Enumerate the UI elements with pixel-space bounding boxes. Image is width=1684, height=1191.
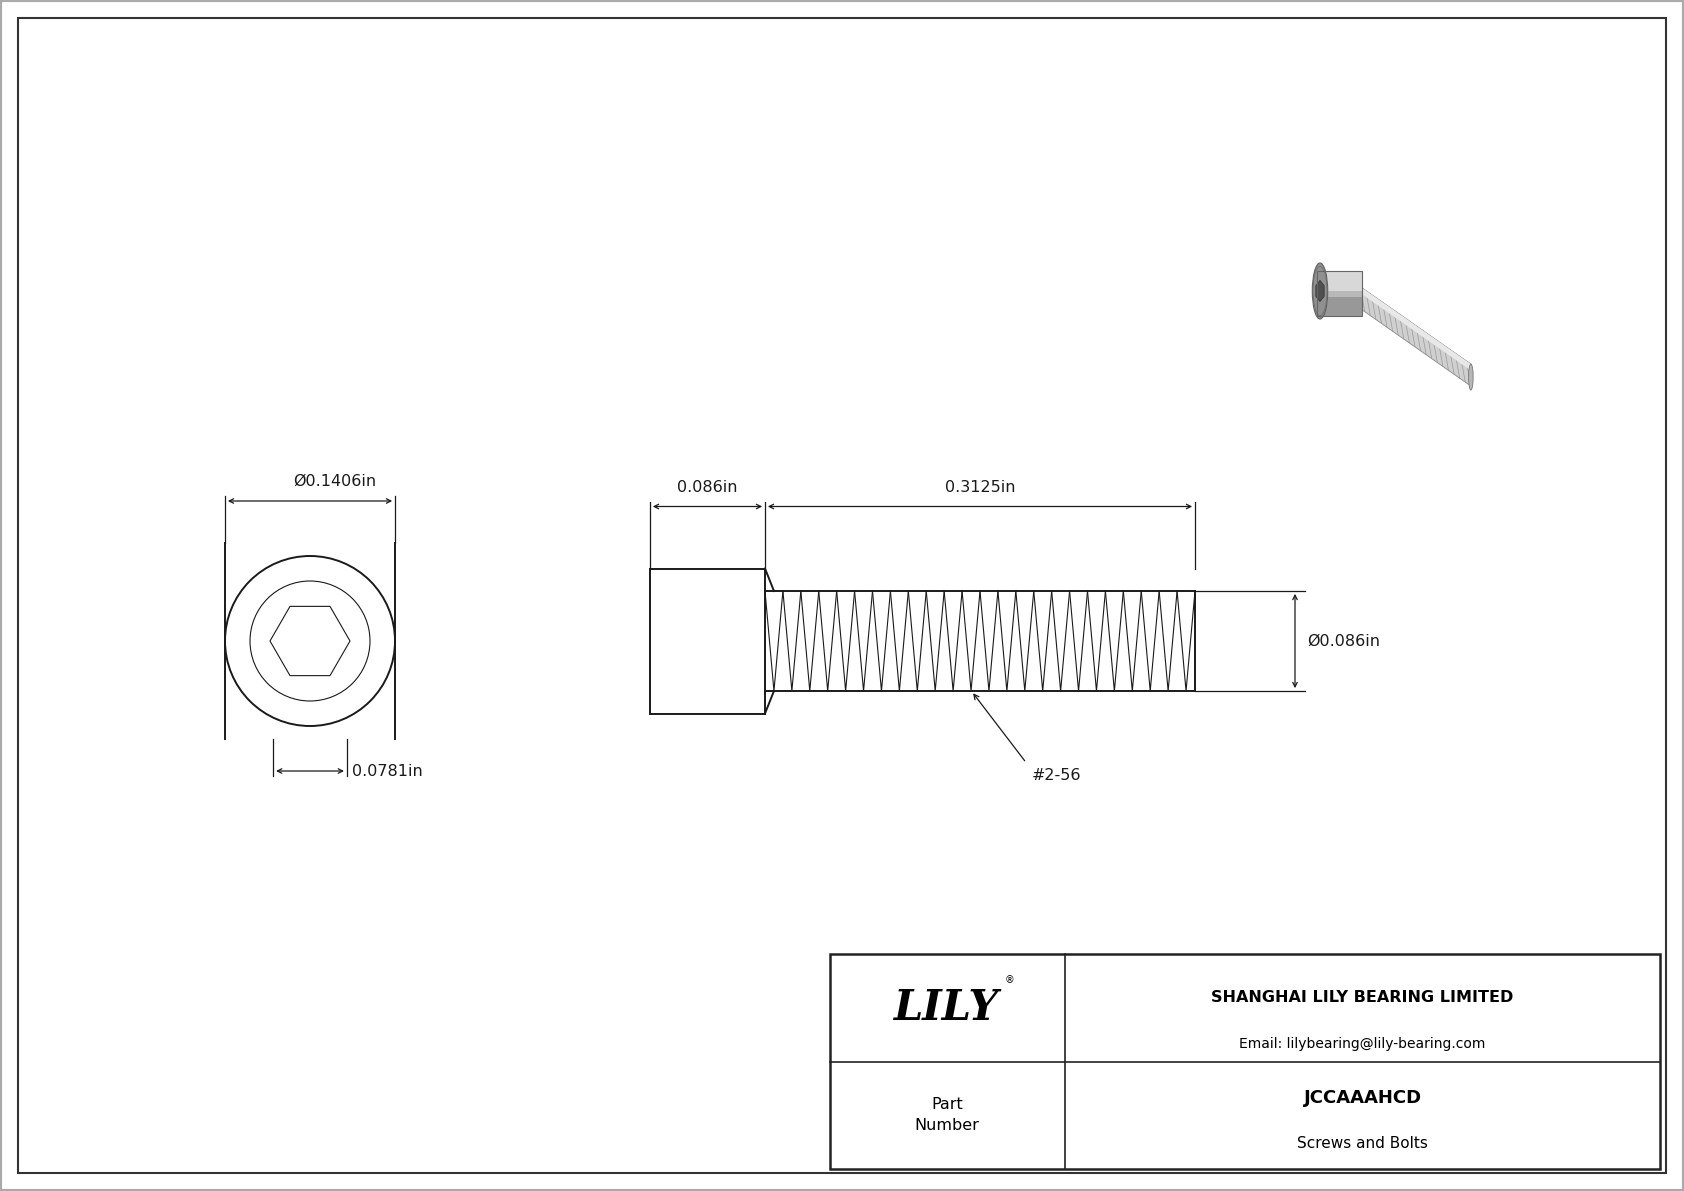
Text: #2-56: #2-56	[1031, 768, 1081, 782]
Text: Email: lilybearing@lily-bearing.com: Email: lilybearing@lily-bearing.com	[1239, 1037, 1485, 1052]
Text: ®: ®	[1004, 974, 1014, 985]
Text: 0.3125in: 0.3125in	[945, 480, 1015, 494]
Text: Ø0.086in: Ø0.086in	[1307, 634, 1379, 649]
Polygon shape	[1347, 278, 1470, 370]
Text: JCCAAAHCD: JCCAAAHCD	[1303, 1089, 1421, 1108]
Polygon shape	[1317, 297, 1362, 316]
Bar	[1317, 270, 1362, 316]
Polygon shape	[1347, 278, 1470, 386]
Text: Ø0.1406in: Ø0.1406in	[293, 474, 377, 490]
Text: SHANGHAI LILY BEARING LIMITED: SHANGHAI LILY BEARING LIMITED	[1211, 990, 1514, 1004]
Polygon shape	[1315, 280, 1324, 301]
Text: LILY: LILY	[894, 987, 1000, 1029]
Text: Screws and Bolts: Screws and Bolts	[1297, 1136, 1428, 1151]
Bar	[650, 568, 765, 713]
Text: 0.0781in: 0.0781in	[352, 763, 423, 779]
Ellipse shape	[1468, 364, 1474, 389]
Text: Part
Number: Part Number	[914, 1097, 980, 1134]
Polygon shape	[1317, 270, 1362, 291]
Ellipse shape	[1312, 263, 1327, 319]
Text: 0.086in: 0.086in	[677, 480, 738, 494]
Bar	[830, 954, 1660, 1170]
Polygon shape	[1317, 270, 1362, 316]
